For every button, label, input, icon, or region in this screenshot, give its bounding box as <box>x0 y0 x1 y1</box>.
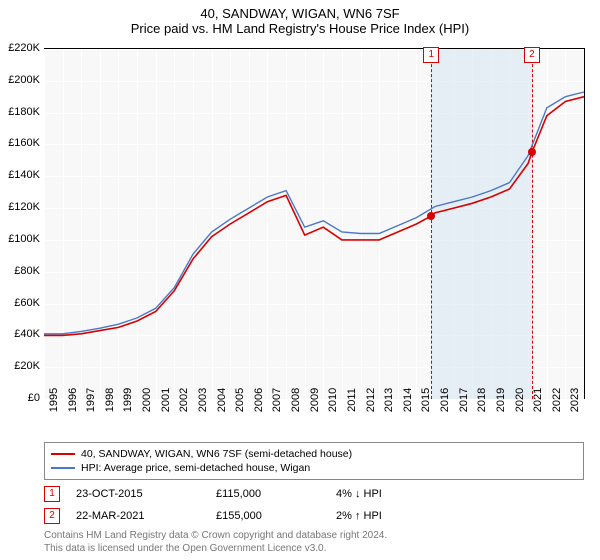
transaction-date: 23-OCT-2015 <box>76 488 216 500</box>
y-axis-tick: £200K <box>0 74 40 86</box>
transaction-delta: 2% ↑ HPI <box>336 510 382 522</box>
x-axis-tick: 2018 <box>476 388 488 412</box>
y-axis-tick: £60K <box>0 297 40 309</box>
chart-lines <box>44 49 584 399</box>
x-axis-tick: 2016 <box>439 388 451 412</box>
data-point-marker <box>427 212 435 220</box>
marker-badge: 1 <box>44 486 60 502</box>
x-axis-tick: 2006 <box>253 388 265 412</box>
x-axis-tick: 2022 <box>551 388 563 412</box>
footer-attribution: Contains HM Land Registry data © Crown c… <box>44 530 387 555</box>
y-axis-tick: £140K <box>0 169 40 181</box>
y-axis-tick: £220K <box>0 42 40 54</box>
y-axis-tick: £0 <box>0 392 40 404</box>
x-axis-tick: 2017 <box>458 388 470 412</box>
transaction-date: 22-MAR-2021 <box>76 510 216 522</box>
x-axis-tick: 2023 <box>569 388 581 412</box>
x-axis-tick: 2013 <box>383 388 395 412</box>
chart-subtitle: Price paid vs. HM Land Registry's House … <box>0 21 600 40</box>
transaction-row: 1 23-OCT-2015 £115,000 4% ↓ HPI <box>44 486 584 502</box>
x-axis-tick: 2020 <box>514 388 526 412</box>
legend-label: HPI: Average price, semi-detached house,… <box>81 462 310 474</box>
legend-swatch <box>51 453 75 455</box>
x-axis-tick: 2015 <box>420 388 432 412</box>
footer-line: This data is licensed under the Open Gov… <box>44 543 387 556</box>
x-axis-tick: 2004 <box>216 388 228 412</box>
legend-item: 40, SANDWAY, WIGAN, WN6 7SF (semi-detach… <box>51 447 577 461</box>
transaction-delta: 4% ↓ HPI <box>336 488 382 500</box>
y-axis-tick: £120K <box>0 201 40 213</box>
x-axis-tick: 1997 <box>85 388 97 412</box>
marker-label-box: 2 <box>524 47 540 63</box>
series-line-price_paid <box>44 97 584 336</box>
x-axis-tick: 2019 <box>495 388 507 412</box>
data-point-marker <box>528 148 536 156</box>
legend-item: HPI: Average price, semi-detached house,… <box>51 461 577 475</box>
legend-swatch <box>51 467 75 469</box>
x-axis-tick: 2002 <box>178 388 190 412</box>
x-axis-tick: 1996 <box>67 388 79 412</box>
series-line-hpi <box>44 92 584 334</box>
legend-label: 40, SANDWAY, WIGAN, WN6 7SF (semi-detach… <box>81 448 352 460</box>
x-axis-tick: 2012 <box>365 388 377 412</box>
footer-line: Contains HM Land Registry data © Crown c… <box>44 530 387 543</box>
transaction-price: £155,000 <box>216 510 336 522</box>
x-axis-tick: 1999 <box>122 388 134 412</box>
x-axis-tick: 2007 <box>271 388 283 412</box>
y-axis-tick: £20K <box>0 360 40 372</box>
x-axis-tick: 2008 <box>290 388 302 412</box>
transaction-price: £115,000 <box>216 488 336 500</box>
x-axis-tick: 2021 <box>532 388 544 412</box>
x-axis-tick: 1998 <box>104 388 116 412</box>
x-axis-tick: 2011 <box>346 388 358 412</box>
x-axis-tick: 1995 <box>48 388 60 412</box>
transaction-row: 2 22-MAR-2021 £155,000 2% ↑ HPI <box>44 508 584 524</box>
x-axis-tick: 2001 <box>160 388 172 412</box>
y-axis-tick: £160K <box>0 137 40 149</box>
chart-legend: 40, SANDWAY, WIGAN, WN6 7SF (semi-detach… <box>44 442 584 480</box>
x-axis-tick: 2009 <box>309 388 321 412</box>
x-axis-tick: 2003 <box>197 388 209 412</box>
chart-plot-area: 12 <box>44 48 585 399</box>
y-axis-tick: £100K <box>0 233 40 245</box>
x-axis-tick: 2000 <box>141 388 153 412</box>
x-axis-tick: 2014 <box>402 388 414 412</box>
chart-title: 40, SANDWAY, WIGAN, WN6 7SF <box>0 0 600 21</box>
marker-badge: 2 <box>44 508 60 524</box>
marker-label-box: 1 <box>423 47 439 63</box>
y-axis-tick: £40K <box>0 328 40 340</box>
y-axis-tick: £180K <box>0 106 40 118</box>
x-axis-tick: 2005 <box>234 388 246 412</box>
x-axis-tick: 2010 <box>327 388 339 412</box>
y-axis-tick: £80K <box>0 265 40 277</box>
